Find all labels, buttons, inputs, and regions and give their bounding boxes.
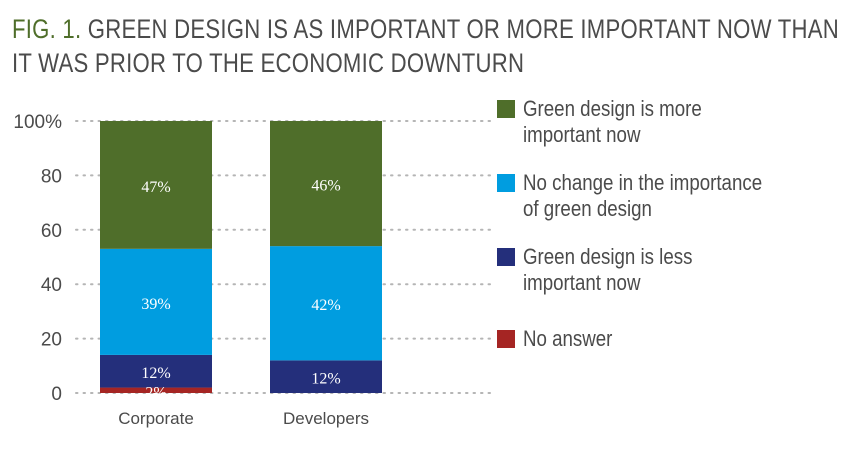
y-tick-label: 60 bbox=[41, 221, 62, 242]
data-label: 2% bbox=[145, 384, 166, 401]
bar-segment bbox=[100, 354, 212, 388]
data-label: 42% bbox=[311, 297, 340, 314]
legend-swatch bbox=[497, 100, 515, 118]
data-label: 46% bbox=[311, 178, 340, 195]
legend-item: Green design is less important now bbox=[497, 244, 848, 296]
legend-swatch bbox=[497, 248, 515, 266]
bar-segment bbox=[100, 248, 212, 355]
title-text: GREEN DESIGN IS AS IMPORTANT OR MORE IMP… bbox=[12, 14, 840, 78]
legend-label: No change in the importance of green desi… bbox=[523, 170, 763, 221]
legend-item: Green design is more important now bbox=[497, 96, 848, 148]
x-tick-label: Corporate bbox=[118, 409, 194, 428]
legend-label: No answer bbox=[523, 326, 613, 351]
bar-segment bbox=[100, 387, 212, 393]
legend-item: No answer bbox=[497, 326, 848, 352]
legend-swatch bbox=[497, 174, 515, 192]
legend-item: No change in the importance of green desi… bbox=[497, 170, 848, 222]
legend-swatch bbox=[497, 330, 515, 348]
data-label: 12% bbox=[141, 365, 170, 382]
y-tick-label: 0 bbox=[51, 384, 62, 405]
figure-number: FIG. 1. bbox=[12, 14, 82, 44]
y-tick-label: 20 bbox=[41, 330, 62, 351]
bar-segment bbox=[100, 121, 212, 249]
chart-title: FIG. 1. GREEN DESIGN IS AS IMPORTANT OR … bbox=[12, 12, 840, 80]
x-tick-label: Developers bbox=[283, 409, 369, 428]
legend-label: Green design is less important now bbox=[523, 244, 693, 295]
data-label: 12% bbox=[311, 371, 340, 388]
y-tick-label: 40 bbox=[41, 275, 62, 296]
bar-segment bbox=[270, 121, 382, 247]
data-label: 39% bbox=[141, 296, 170, 313]
bar-segment bbox=[270, 246, 382, 361]
y-tick-label: 100% bbox=[13, 112, 62, 133]
legend-label: Green design is more important now bbox=[523, 96, 702, 147]
data-label: 47% bbox=[141, 179, 170, 196]
y-tick-label: 80 bbox=[41, 166, 62, 187]
bar-segment bbox=[270, 360, 382, 393]
